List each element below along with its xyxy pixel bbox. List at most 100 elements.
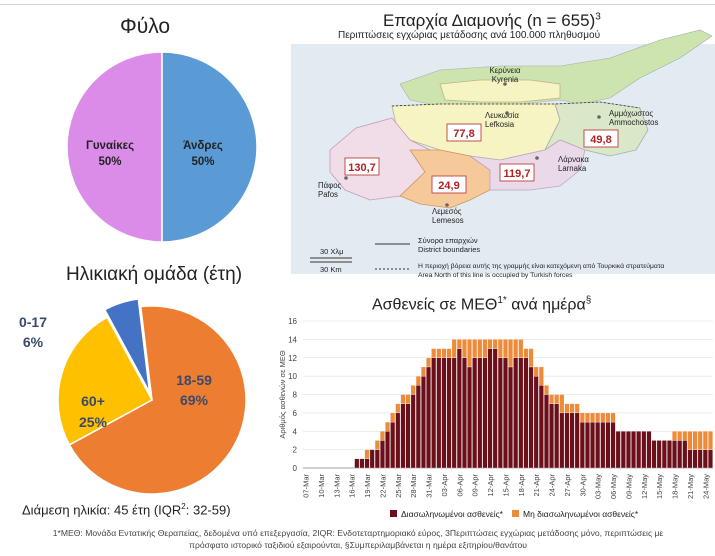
icu-bar-non-intubated [472, 339, 478, 358]
icu-bar-non-intubated [595, 412, 601, 423]
map-district-pafos [329, 117, 431, 201]
map-scale-label-en: 30 Km [320, 265, 342, 274]
top-divider [0, 0, 715, 5]
map-city-dot-2 [535, 156, 539, 160]
icu-bar-intubated [380, 440, 385, 469]
pie-pct-60-plus: 25% [79, 414, 108, 430]
map-rate-box-2 [583, 129, 619, 148]
icu-title-sup: 1* [497, 295, 507, 306]
map-label-lemesos-en: Lemesos [432, 216, 464, 225]
icu-bar-non-intubated [569, 403, 575, 414]
map-rate-box-3 [499, 163, 535, 182]
icu-bar-intubated [692, 449, 698, 469]
icu-bar-non-intubated [682, 431, 688, 441]
icu-bar-non-intubated [482, 339, 488, 358]
icu-bar-non-intubated [590, 412, 595, 423]
median-age-prefix: Διάμεση ηλικία: 45 έτη (IQR [22, 502, 182, 518]
icu-xtick-label: 24-Apr [548, 474, 557, 497]
footnote-line1: 1*ΜΕΘ: Μονάδα Εντατικής Θεραπείας, δεδομ… [52, 528, 664, 538]
icu-xtick-label: 31-Mar [425, 474, 434, 498]
map-sea-background [291, 44, 715, 274]
icu-bar-non-intubated [610, 412, 616, 423]
icu-bar-intubated [615, 431, 621, 469]
map-rate-value-1: 77,8 [453, 128, 474, 140]
icu-xtick-label: 21-May [686, 474, 695, 499]
icu-bar-intubated [687, 449, 693, 469]
icu-bar-non-intubated [364, 449, 370, 459]
icu-bar-non-intubated [559, 394, 565, 414]
icu-bar-non-intubated [415, 375, 421, 386]
icu-bar-intubated [651, 440, 657, 469]
icu-bar-non-intubated [574, 403, 580, 414]
map-legend-boundary-gr: Σύνορα επαρχιών [418, 236, 478, 245]
icu-title-tail: ανά ημέρα [506, 296, 586, 314]
map-subtitle: Περιπτώσεις εγχώριας μετάδοσης ανά 100.0… [338, 30, 601, 41]
map-title: Επαρχία Διαμονής (n = 655)3 [383, 11, 601, 31]
map-legend-boundary-en: District boundaries [418, 245, 480, 254]
icu-bar-intubated [426, 366, 431, 469]
icu-bar-intubated [656, 440, 662, 469]
pie-pct-18-59: 69% [180, 392, 209, 408]
icu-bar-intubated [441, 357, 447, 469]
icu-bar-intubated [646, 431, 652, 469]
icu-bar-intubated [436, 357, 442, 469]
map-city-dot-4 [344, 176, 348, 180]
icu-bar-intubated [364, 458, 370, 469]
icu-bar-intubated [482, 357, 488, 469]
icu-bar-non-intubated [426, 357, 431, 368]
icu-bar-intubated [374, 449, 380, 469]
map-label-larnaka-gr: Λάρνακα [558, 155, 589, 164]
icu-bar-intubated [523, 357, 529, 469]
icu-bar-intubated [538, 385, 544, 469]
icu-bar-intubated [487, 348, 493, 469]
icu-bar-non-intubated [400, 394, 406, 404]
icu-bar-intubated [410, 394, 416, 469]
icu-bar-non-intubated [451, 339, 457, 358]
icu-bar-intubated [574, 412, 580, 469]
icu-bar-intubated [641, 431, 647, 469]
icu-ytick-16: 16 [288, 317, 297, 326]
icu-xtick-label: 16-Mar [348, 474, 357, 498]
icu-xtick-label: 09-May [624, 474, 633, 499]
icu-bar-non-intubated [421, 366, 426, 377]
pie-pct-0-17: 6% [23, 334, 44, 350]
map-city-dot-5 [503, 82, 507, 86]
icu-bar-non-intubated [549, 394, 554, 404]
icu-bar-intubated [564, 412, 570, 469]
map-title-text: Επαρχία Διαμονής (n = 655) [383, 11, 596, 30]
map-label-kyrenia-gr: Κερύνεια [490, 66, 521, 75]
icu-bar-intubated [451, 357, 457, 469]
icu-bar-non-intubated [503, 339, 508, 358]
icu-bar-non-intubated [456, 339, 462, 349]
icu-bar-intubated [508, 366, 513, 469]
map-rate-value-3: 119,7 [504, 168, 531, 180]
map-rate-box-1 [446, 123, 482, 142]
icu-bar-intubated [462, 357, 467, 469]
icu-bar-intubated [672, 440, 677, 469]
icu-bar-intubated [626, 431, 631, 469]
icu-bar-intubated [477, 357, 483, 469]
icu-bar-non-intubated [533, 366, 539, 377]
icu-bar-non-intubated [487, 339, 493, 349]
median-age-text: Διάμεση ηλικία: 45 έτη (IQR2: 32-59) [22, 502, 231, 517]
pie-slice-60-plus [57, 316, 154, 446]
pie-label-0-17: 0-17 [19, 314, 47, 330]
icu-bar-non-intubated [692, 431, 698, 450]
map-district-kyrenia [439, 79, 561, 103]
map-rate-box-5 [431, 175, 467, 194]
icu-bar-non-intubated [462, 339, 467, 358]
icu-legend-label-non-intubated: Μη διασωληνωμένοι ασθενείς* [523, 509, 639, 519]
icu-xtick-label: 30-Apr [578, 474, 587, 497]
icu-bar-intubated [600, 421, 606, 469]
icu-bar-non-intubated [564, 403, 570, 414]
icu-xtick-label: 13-Mar [332, 474, 341, 498]
icu-bar-intubated [667, 440, 672, 469]
icu-bar-non-intubated [518, 339, 524, 358]
icu-bar-non-intubated [523, 348, 529, 358]
map-legend-north-en: Area North of this line is occupied by T… [418, 272, 573, 279]
icu-bar-non-intubated [672, 431, 677, 441]
icu-bar-intubated [544, 394, 549, 469]
icu-bar-intubated [467, 366, 472, 469]
icu-ytick-12: 12 [288, 354, 297, 363]
icu-bar-non-intubated [579, 412, 585, 423]
